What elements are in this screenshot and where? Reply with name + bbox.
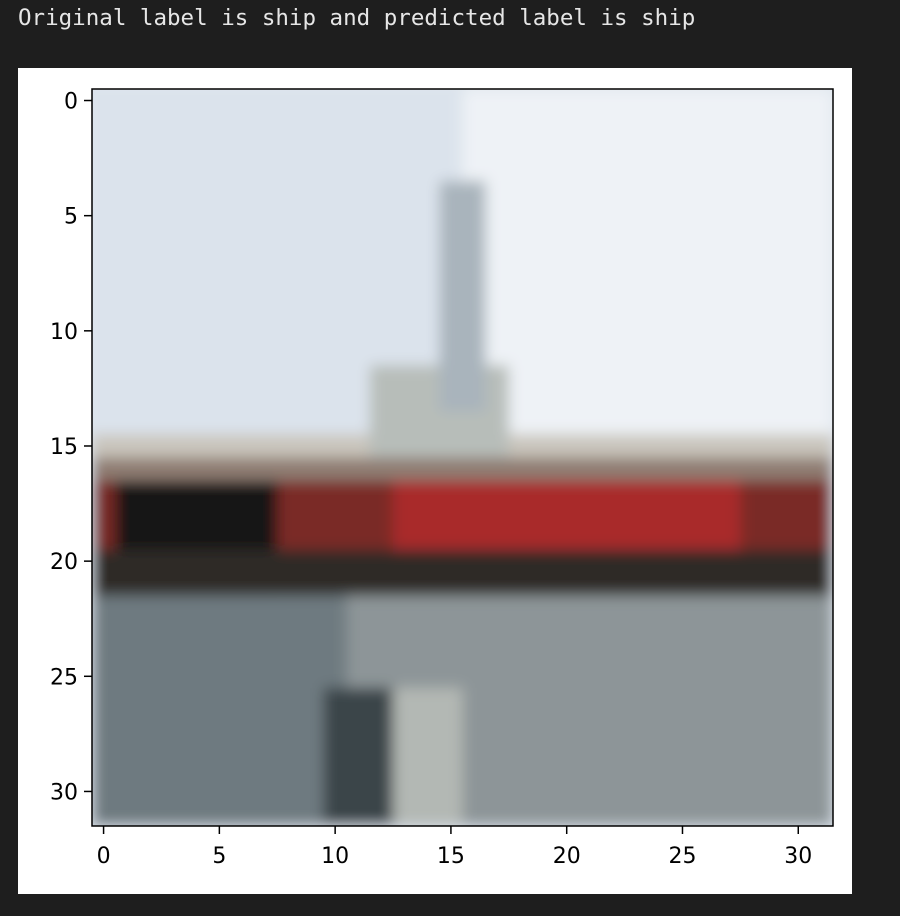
ship-image [92,89,833,826]
y-axis: 0 5 10 15 20 25 30 [50,90,92,805]
x-tick-label: 25 [668,844,696,869]
image-region-10 [323,687,394,826]
image-region-mast [439,181,486,412]
y-tick-label: 10 [50,320,78,345]
x-tick-label: 15 [437,844,465,869]
x-tick-label: 5 [212,844,226,869]
image-region-11 [393,687,463,826]
image-plot: 0 5 10 15 20 25 30 0 5 10 15 20 25 30 [50,88,834,869]
y-tick-label: 20 [50,550,78,575]
cell-output-text: Original label is ship and predicted lab… [18,5,696,31]
image-region-7 [92,549,833,596]
x-tick-label: 10 [321,844,349,869]
image-region-1 [462,89,833,435]
x-tick-label: 30 [784,844,812,869]
y-tick-label: 25 [50,665,78,690]
image-region-5 [393,480,741,550]
x-tick-label: 20 [553,844,581,869]
y-tick-label: 15 [50,435,78,460]
x-tick-label: 0 [97,844,111,869]
y-tick-label: 5 [64,205,78,230]
matplotlib-figure: 0 5 10 15 20 25 30 0 5 10 15 20 25 30 [18,68,852,894]
image-region-3 [92,457,833,481]
image-region-9 [92,595,347,826]
y-tick-label: 30 [50,780,78,805]
x-axis: 0 5 10 15 20 25 30 [97,826,812,869]
y-tick-label: 0 [64,90,78,115]
axes-frame [91,88,834,827]
